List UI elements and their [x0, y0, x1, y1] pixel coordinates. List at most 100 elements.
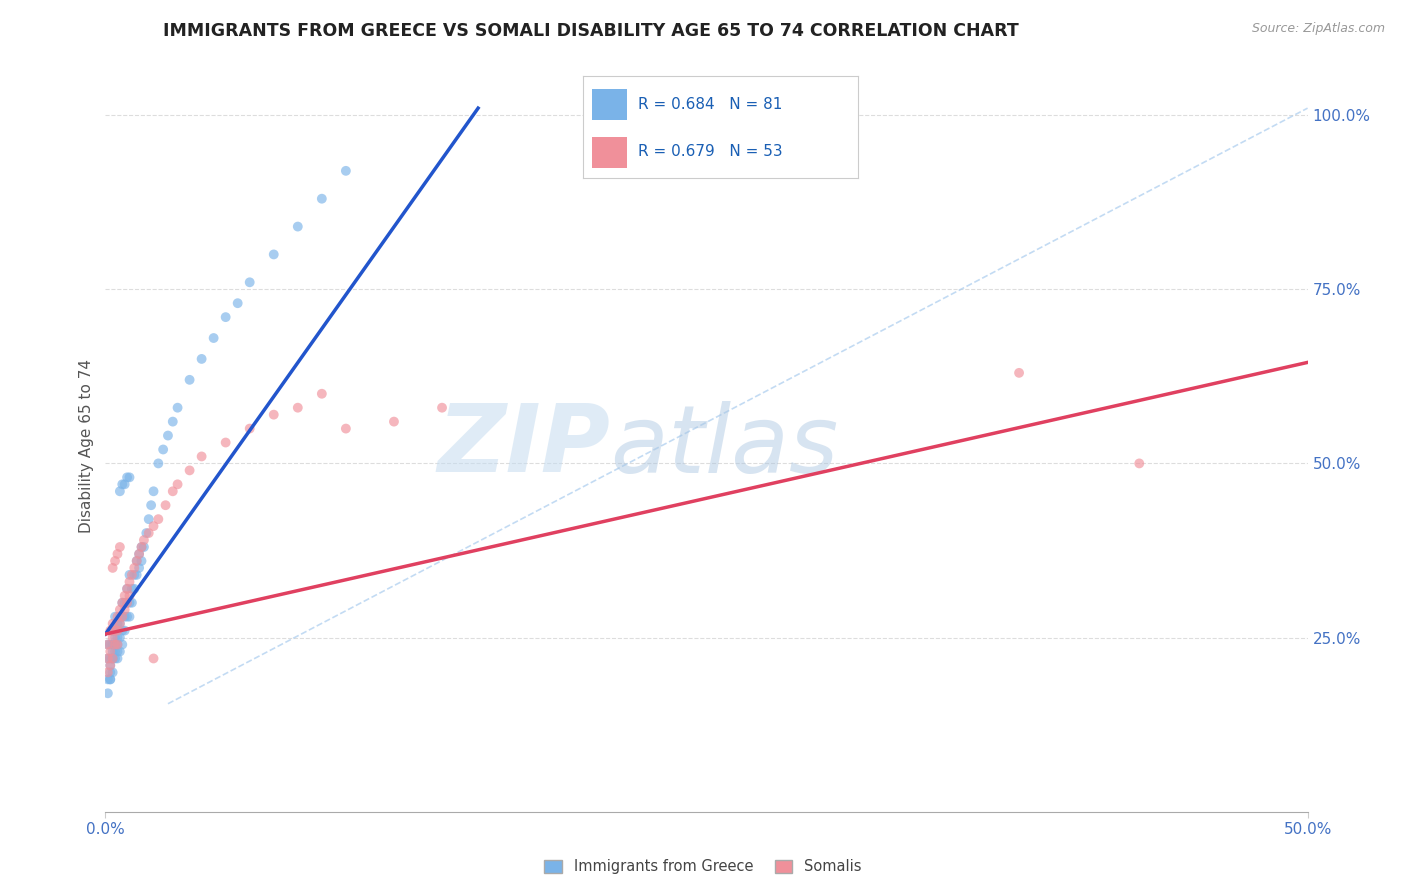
Point	[104, 624, 127, 638]
Point	[287, 401, 309, 415]
Point	[104, 638, 127, 652]
Legend: Immigrants from Greece, Somalis: Immigrants from Greece, Somalis	[538, 854, 868, 880]
Point	[135, 526, 157, 541]
Point	[128, 547, 150, 561]
Point	[118, 470, 141, 484]
Point	[311, 192, 333, 206]
Point	[115, 596, 138, 610]
Point	[108, 616, 131, 631]
Point	[263, 247, 285, 261]
Point	[142, 519, 165, 533]
Point	[121, 582, 143, 596]
Point	[335, 164, 357, 178]
Point	[97, 651, 120, 665]
Text: IMMIGRANTS FROM GREECE VS SOMALI DISABILITY AGE 65 TO 74 CORRELATION CHART: IMMIGRANTS FROM GREECE VS SOMALI DISABIL…	[163, 22, 1018, 40]
Point	[128, 547, 150, 561]
Point	[104, 644, 127, 658]
Point	[118, 567, 141, 582]
Point	[107, 631, 129, 645]
Point	[108, 540, 131, 554]
Text: ZIP: ZIP	[437, 400, 610, 492]
Text: atlas: atlas	[610, 401, 838, 491]
Point	[125, 554, 148, 568]
Point	[148, 512, 170, 526]
Point	[97, 638, 120, 652]
Point	[98, 651, 121, 665]
Point	[214, 310, 236, 325]
Point	[287, 219, 309, 234]
Point	[101, 624, 124, 638]
Point	[101, 644, 124, 658]
Point	[97, 673, 120, 687]
Point	[107, 638, 129, 652]
Point	[179, 463, 201, 477]
Point	[101, 651, 124, 665]
FancyBboxPatch shape	[592, 89, 627, 120]
Point	[104, 624, 127, 638]
Point	[101, 561, 124, 575]
FancyBboxPatch shape	[592, 137, 627, 168]
Point	[132, 540, 155, 554]
Point	[107, 651, 129, 665]
Point	[98, 665, 121, 680]
Point	[202, 331, 225, 345]
Point	[155, 498, 177, 512]
Point	[111, 609, 134, 624]
Point	[111, 477, 134, 491]
Point	[101, 638, 124, 652]
Point	[148, 457, 170, 471]
Point	[114, 589, 136, 603]
Point	[104, 554, 127, 568]
Point	[179, 373, 201, 387]
Point	[125, 567, 148, 582]
Point	[101, 631, 124, 645]
Point	[1008, 366, 1031, 380]
Point	[131, 540, 153, 554]
Point	[97, 665, 120, 680]
Point	[142, 484, 165, 499]
Point	[115, 470, 138, 484]
Point	[101, 624, 124, 638]
Point	[101, 651, 124, 665]
Point	[104, 651, 127, 665]
Point	[311, 386, 333, 401]
Point	[107, 609, 129, 624]
Point	[114, 603, 136, 617]
Point	[108, 603, 131, 617]
Point	[166, 477, 188, 491]
Point	[107, 624, 129, 638]
Point	[98, 658, 121, 673]
Point	[111, 609, 134, 624]
Point	[107, 616, 129, 631]
Point	[111, 596, 134, 610]
Point	[190, 450, 212, 464]
Point	[108, 484, 131, 499]
Point	[239, 421, 262, 435]
Point	[98, 644, 121, 658]
Point	[131, 540, 153, 554]
Point	[98, 673, 121, 687]
Point	[430, 401, 453, 415]
Point	[132, 533, 155, 547]
Point	[115, 609, 138, 624]
Point	[114, 624, 136, 638]
Point	[104, 609, 127, 624]
Point	[101, 616, 124, 631]
Point	[97, 638, 120, 652]
Point	[121, 596, 143, 610]
Text: Source: ZipAtlas.com: Source: ZipAtlas.com	[1251, 22, 1385, 36]
Point	[98, 624, 121, 638]
Point	[115, 596, 138, 610]
Point	[335, 421, 357, 435]
Point	[114, 596, 136, 610]
Point	[111, 638, 134, 652]
Point	[107, 638, 129, 652]
Point	[107, 616, 129, 631]
Point	[138, 512, 160, 526]
Y-axis label: Disability Age 65 to 74: Disability Age 65 to 74	[79, 359, 94, 533]
Point	[108, 644, 131, 658]
Point	[1128, 457, 1150, 471]
Point	[98, 638, 121, 652]
Point	[156, 428, 179, 442]
Point	[214, 435, 236, 450]
